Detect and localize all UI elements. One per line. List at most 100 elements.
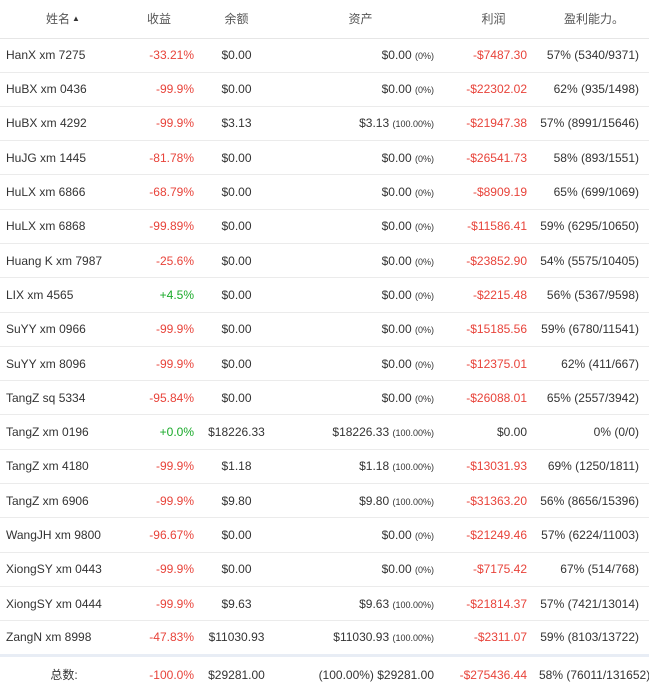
- table-row: HuBX xm 4292 -99.9% $3.13 $3.13 (100.00%) -$…: [0, 106, 649, 142]
- return-value: -99.9%: [118, 106, 200, 142]
- table-row: HanX xm 7275 -33.21% $0.00 $0.00 (0%) -$7487…: [0, 38, 649, 73]
- asset-value: $3.13 (100.00%): [273, 106, 448, 142]
- balance-value: $0.00: [200, 209, 273, 244]
- column-header-asset[interactable]: 资产: [273, 0, 448, 39]
- total-profit: -$275436.44: [448, 653, 539, 694]
- account-name: HanX xm 7275: [0, 38, 118, 73]
- sort-ascending-icon[interactable]: ▲: [72, 14, 80, 24]
- table-row: TangZ xm 0196 +0.0% $18226.33 $18226.33 (10…: [0, 414, 649, 450]
- profit-value: -$12375.01: [448, 346, 539, 382]
- header-row: 姓名 ▲ 收益 余额 资产 利润 盈利能力。: [0, 0, 649, 39]
- column-header-profit[interactable]: 利润: [448, 0, 539, 39]
- return-value: -99.9%: [118, 552, 200, 587]
- account-name: HuLX xm 6868: [0, 209, 118, 244]
- profitability-value: 59% (8103/13722): [539, 620, 649, 656]
- asset-value: $0.00 (0%): [273, 174, 448, 210]
- asset-amount: $0.00: [381, 150, 412, 165]
- account-name: XiongSY xm 0443: [0, 552, 118, 587]
- profitability-value: 57% (7421/13014): [539, 586, 649, 622]
- column-header-balance[interactable]: 余额: [200, 0, 273, 39]
- profitability-value: 0% (0/0): [539, 414, 649, 450]
- return-value: -25.6%: [118, 243, 200, 279]
- asset-value: $0.00 (0%): [273, 312, 448, 347]
- profit-value: -$2311.07: [448, 620, 539, 656]
- total-row: 总数: -100.0% $29281.00 (100.00%) $29281.0…: [0, 653, 649, 694]
- profitability-value: 56% (5367/9598): [539, 277, 649, 313]
- profitability-value: 67% (514/768): [539, 552, 649, 587]
- asset-percent: (0%): [414, 531, 434, 541]
- asset-amount: $0.00: [381, 253, 412, 268]
- return-value: -33.21%: [118, 38, 200, 73]
- profit-value: -$7175.42: [448, 552, 539, 587]
- asset-value: $0.00 (0%): [273, 243, 448, 279]
- asset-amount: $0.00: [381, 219, 412, 234]
- profit-value: -$26088.01: [448, 380, 539, 416]
- asset-amount: $0.00: [381, 185, 412, 200]
- return-value: -81.78%: [118, 140, 200, 176]
- profit-value: -$7487.30: [448, 38, 539, 73]
- table-row: ZangN xm 8998 -47.83% $11030.93 $11030.93 (…: [0, 620, 649, 656]
- table-row: Huang K xm 7987 -25.6% $0.00 $0.00 (0%) -$23…: [0, 243, 649, 279]
- account-name: LIX xm 4565: [0, 277, 118, 313]
- return-value: -99.9%: [118, 312, 200, 347]
- asset-value: $0.00 (0%): [273, 277, 448, 313]
- profitability-value: 69% (1250/1811): [539, 449, 649, 485]
- account-name: TangZ xm 0196: [0, 414, 118, 450]
- total-balance: $29281.00: [200, 653, 273, 694]
- asset-amount: $1.18: [359, 459, 390, 474]
- account-name: XiongSY xm 0444: [0, 586, 118, 622]
- balance-value: $0.00: [200, 38, 273, 73]
- asset-value: $0.00 (0%): [273, 380, 448, 416]
- profit-value: -$8909.19: [448, 174, 539, 210]
- asset-value: $0.00 (0%): [273, 209, 448, 244]
- asset-value: $0.00 (0%): [273, 517, 448, 553]
- return-value: -99.89%: [118, 209, 200, 244]
- asset-percent: (0%): [414, 51, 434, 61]
- profitability-value: 56% (8656/15396): [539, 483, 649, 519]
- balance-value: $9.63: [200, 586, 273, 622]
- asset-percent: (0%): [414, 222, 434, 233]
- asset-amount: $0.00: [381, 562, 412, 577]
- asset-amount: $0.00: [381, 322, 412, 337]
- asset-percent: (0%): [414, 359, 434, 370]
- column-header-rate[interactable]: 盈利能力。: [539, 0, 649, 39]
- asset-percent: (100.00%): [392, 462, 434, 473]
- balance-value: $0.00: [200, 517, 273, 553]
- asset-amount: $9.63: [359, 596, 390, 611]
- asset-value: $1.18 (100.00%): [273, 449, 448, 485]
- profitability-value: 54% (5575/10405): [539, 243, 649, 279]
- account-name: HuBX xm 0436: [0, 72, 118, 107]
- asset-amount: $11030.93: [333, 630, 390, 645]
- asset-percent: (100.00%): [392, 428, 434, 439]
- return-value: -68.79%: [118, 174, 200, 210]
- return-value: -47.83%: [118, 620, 200, 656]
- account-name: HuBX xm 4292: [0, 106, 118, 142]
- total-label: 总数:: [0, 653, 118, 694]
- column-header-name-label: 姓名: [46, 12, 71, 27]
- account-name: ZangN xm 8998: [0, 620, 118, 656]
- total-rate: 58% (76011/131652): [539, 653, 649, 694]
- table-row: HuBX xm 0436 -99.9% $0.00 $0.00 (0%) -$22302…: [0, 72, 649, 107]
- asset-value: $18226.33 (100.00%): [273, 414, 448, 450]
- account-name: HuJG xm 1445: [0, 140, 118, 176]
- account-name: TangZ sq 5334: [0, 380, 118, 416]
- return-value: -95.84%: [118, 380, 200, 416]
- column-header-return[interactable]: 收益: [118, 0, 200, 39]
- balance-value: $0.00: [200, 312, 273, 347]
- profit-value: -$11586.41: [448, 209, 539, 244]
- balance-value: $0.00: [200, 72, 273, 107]
- total-return: -100.0%: [118, 653, 200, 694]
- asset-amount: $0.00: [381, 287, 412, 302]
- account-name: WangJH xm 9800: [0, 517, 118, 553]
- return-value: -99.9%: [118, 72, 200, 107]
- asset-value: $0.00 (0%): [273, 72, 448, 107]
- balance-value: $11030.93: [200, 620, 273, 656]
- profitability-value: 57% (8991/15646): [539, 106, 649, 142]
- profit-value: -$13031.93: [448, 449, 539, 485]
- asset-amount: $9.80: [359, 493, 390, 508]
- balance-value: $0.00: [200, 552, 273, 587]
- asset-amount: $0.00: [381, 356, 412, 371]
- asset-percent: (0%): [414, 188, 434, 199]
- column-header-name[interactable]: 姓名 ▲: [0, 0, 118, 39]
- account-name: TangZ xm 4180: [0, 449, 118, 485]
